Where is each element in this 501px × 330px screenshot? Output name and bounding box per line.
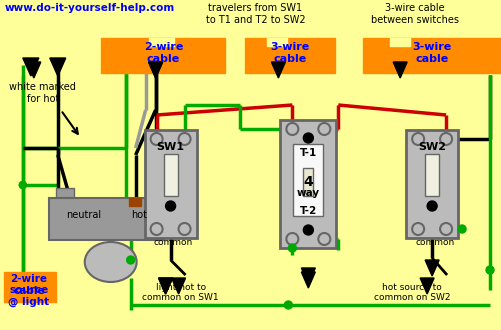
Bar (49, 198, 163, 240)
Text: hot source to
common on SW2: hot source to common on SW2 (373, 283, 449, 302)
Bar (293, 144, 323, 216)
Bar (148, 38, 173, 46)
Polygon shape (148, 62, 162, 78)
Circle shape (303, 133, 313, 143)
Circle shape (126, 256, 134, 264)
Bar (128, 198, 140, 206)
Circle shape (150, 133, 162, 145)
Bar (144, 130, 196, 238)
Circle shape (303, 225, 313, 235)
Bar (424, 154, 438, 196)
Polygon shape (158, 278, 172, 294)
Text: white marked
for hot: white marked for hot (10, 82, 76, 104)
Circle shape (439, 223, 451, 235)
Polygon shape (424, 260, 438, 276)
Circle shape (318, 123, 330, 135)
Circle shape (178, 133, 190, 145)
Text: 3-wire cable
between switches: 3-wire cable between switches (370, 3, 458, 25)
Bar (56, 188, 74, 202)
Text: SW1: SW1 (156, 142, 184, 152)
Polygon shape (301, 272, 315, 288)
Circle shape (286, 233, 298, 245)
Bar (389, 38, 409, 46)
Circle shape (286, 123, 298, 135)
Text: www.do-it-yourself-help.com: www.do-it-yourself-help.com (5, 3, 175, 13)
Circle shape (411, 133, 423, 145)
Text: 2-wire
cable: 2-wire cable (11, 274, 47, 296)
Bar (245, 38, 335, 73)
Circle shape (439, 133, 451, 145)
Circle shape (284, 301, 292, 309)
Bar (405, 130, 457, 238)
Text: common: common (154, 238, 193, 247)
Polygon shape (23, 58, 39, 76)
Text: T-2: T-2 (299, 206, 316, 216)
Circle shape (288, 244, 296, 252)
Text: travelers from SW1
to T1 and T2 to SW2: travelers from SW1 to T1 and T2 to SW2 (205, 3, 305, 25)
Polygon shape (171, 278, 185, 294)
Text: hot: hot (130, 210, 146, 220)
Bar (4, 272, 56, 302)
Circle shape (178, 223, 190, 235)
Bar (163, 154, 177, 196)
Polygon shape (271, 62, 285, 78)
Text: SW2: SW2 (417, 142, 445, 152)
Circle shape (20, 182, 26, 188)
Polygon shape (158, 278, 172, 294)
Circle shape (165, 201, 175, 211)
Text: neutral: neutral (66, 210, 101, 220)
Polygon shape (419, 278, 433, 294)
Text: T-1: T-1 (299, 148, 316, 158)
Text: 3-wire
cable: 3-wire cable (270, 42, 310, 64)
Circle shape (150, 223, 162, 235)
Bar (101, 38, 225, 73)
Circle shape (457, 225, 465, 233)
Bar (303, 168, 313, 196)
Ellipse shape (85, 242, 136, 282)
Bar (280, 120, 336, 248)
Text: source
@ light: source @ light (8, 285, 49, 307)
Polygon shape (301, 268, 315, 284)
Text: 4: 4 (303, 175, 313, 189)
Bar (267, 38, 287, 46)
Text: way: way (296, 188, 319, 198)
Polygon shape (50, 58, 66, 76)
Circle shape (20, 182, 26, 188)
Text: 3-wire
cable: 3-wire cable (412, 42, 451, 64)
Polygon shape (392, 62, 406, 78)
Circle shape (426, 201, 436, 211)
Circle shape (485, 266, 493, 274)
Text: light hot to
common on SW1: light hot to common on SW1 (142, 283, 218, 302)
Circle shape (318, 233, 330, 245)
Polygon shape (148, 62, 162, 78)
Circle shape (411, 223, 423, 235)
Polygon shape (27, 62, 41, 78)
Bar (363, 38, 501, 73)
Text: 2-wire
cable: 2-wire cable (144, 42, 183, 64)
Text: common: common (415, 238, 454, 247)
